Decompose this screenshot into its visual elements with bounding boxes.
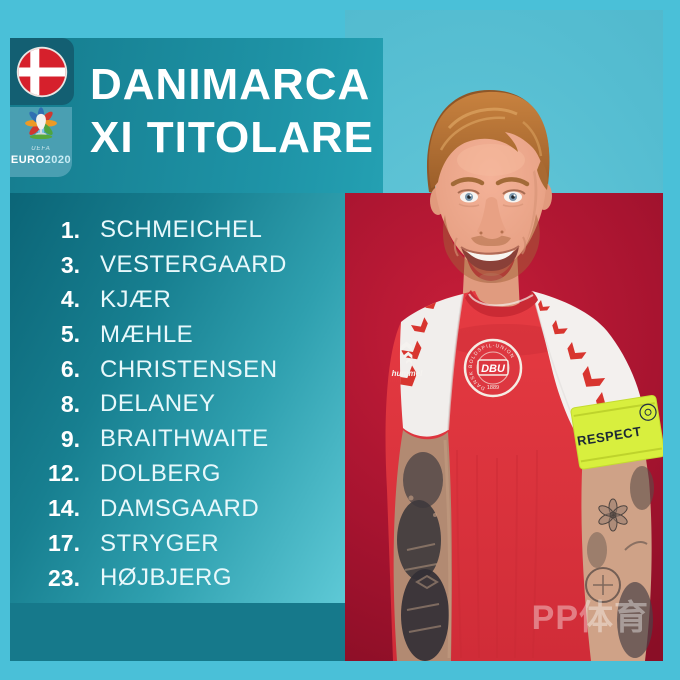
player-left-arm <box>393 430 452 661</box>
denmark-flag-badge <box>10 38 74 105</box>
pp-sports-watermark: PP体育 <box>531 599 649 637</box>
players-list: 1. SCHMEICHEL 3. VESTERGAARD 4. KJÆR 5. MÆHL… <box>10 193 345 603</box>
euro2020-wordmark: UEFA EURO2020 <box>10 145 72 166</box>
player-name: DELANEY <box>100 390 216 418</box>
svg-text:DBU: DBU <box>481 363 506 375</box>
player-number: 8. <box>60 390 80 417</box>
player-number: 5. <box>60 321 80 348</box>
denmark-flag-icon <box>16 46 68 97</box>
dbu-crest: DANSK BOLDSPIL-UNION DBU 1889 <box>463 338 523 398</box>
title-line-1: DANIMARCA <box>90 60 371 109</box>
player-number: 1. <box>60 216 80 243</box>
player-name: BRAITHWAITE <box>100 425 269 453</box>
euro2020-trophy-icon <box>25 107 57 140</box>
player-number: 9. <box>60 425 80 452</box>
player-collar <box>465 290 538 317</box>
player-row: 8. DELANEY <box>38 387 345 422</box>
player-name: MÆHLE <box>100 320 194 348</box>
player-row: 4. KJÆR <box>38 283 345 318</box>
player-name: CHRISTENSEN <box>100 355 278 383</box>
player-name: SCHMEICHEL <box>100 216 263 244</box>
player-hair-front <box>428 91 550 190</box>
player-row: 17. STRYGER <box>38 526 345 561</box>
player-right-arm <box>581 450 654 661</box>
player-name: DOLBERG <box>100 459 221 487</box>
player-row: 3. VESTERGAARD <box>38 248 345 283</box>
player-number: 23. <box>48 564 80 591</box>
hummel-logo: hummel <box>392 341 423 378</box>
player-number: 6. <box>60 356 80 383</box>
player-row: 9. BRAITHWAITE <box>38 422 345 457</box>
player-name: STRYGER <box>100 529 220 557</box>
player-name: VESTERGAARD <box>100 251 287 279</box>
player-number: 4. <box>60 286 80 313</box>
header-band: DANIMARCA XI TITOLARE <box>10 38 383 193</box>
player-name: KJÆR <box>100 285 172 313</box>
player-row: 6. CHRISTENSEN <box>38 352 345 387</box>
euro-year: 2020 <box>44 154 72 166</box>
player-left-sleeve <box>399 293 464 437</box>
title-line-2: XI TITOLARE <box>90 113 374 162</box>
svg-text:hummel: hummel <box>392 369 423 378</box>
uefa-label: UEFA <box>31 146 51 152</box>
player-row: 14. DAMSGAARD <box>38 491 345 526</box>
player-row: 5. MÆHLE <box>38 317 345 352</box>
player-number: 17. <box>48 530 80 557</box>
svg-text:1889: 1889 <box>487 385 499 391</box>
player-number: 3. <box>60 251 80 278</box>
footer-band <box>10 603 345 661</box>
euro-label: EURO <box>10 154 45 166</box>
euro2020-badge: UEFA EURO2020 <box>10 107 72 177</box>
player-illustration: hummel DANSK BOLDSPIL-UNION DBU 1889 <box>385 90 663 661</box>
player-row: 12. DOLBERG <box>38 457 345 492</box>
player-number: 14. <box>48 495 80 522</box>
captain-armband: RESPECT <box>570 394 663 470</box>
player-face <box>434 110 547 283</box>
player-row: 23. HØJBJERG <box>38 561 345 596</box>
player-number: 12. <box>48 460 80 487</box>
player-name: HØJBJERG <box>100 564 233 592</box>
player-photo: hummel DANSK BOLDSPIL-UNION DBU 1889 <box>345 10 663 661</box>
player-row: 1. SCHMEICHEL <box>38 213 345 248</box>
player-name: DAMSGAARD <box>100 494 260 522</box>
page-title: DANIMARCA XI TITOLARE <box>10 38 383 164</box>
